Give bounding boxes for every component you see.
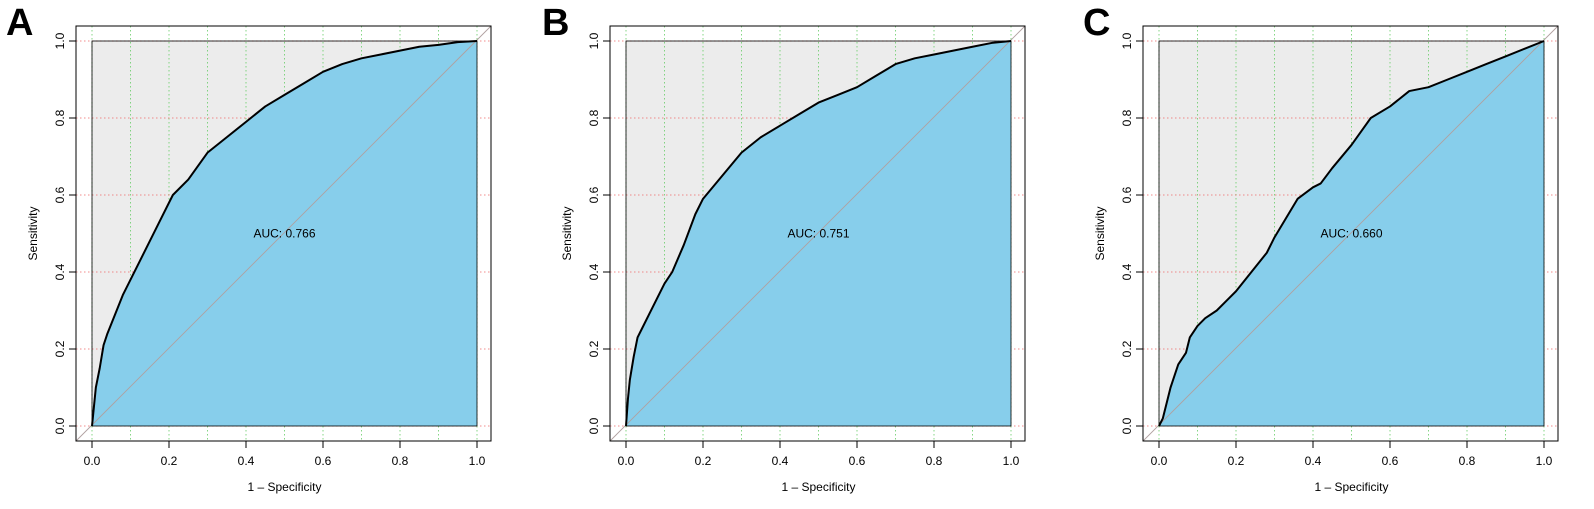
x-tick-label: 1.0 <box>1003 454 1020 468</box>
x-tick-label: 0.8 <box>1459 454 1476 468</box>
panel-c: C 0.0 0.2 0.4 0.6 0.8 1.0 0.0 0.2 0.4 0.6 0.8 1.0 1 … <box>1067 0 1594 509</box>
x-tick-label: 0.4 <box>238 454 255 468</box>
roc-chart-a: 0.0 0.2 0.4 0.6 0.8 1.0 0.0 0.2 0.4 0.6 0.8 1.0 1 – … <box>26 25 492 494</box>
y-tick-label: 0.4 <box>587 263 601 280</box>
auc-label: AUC: 0.660 <box>1320 227 1382 241</box>
y-tick-label: 0.0 <box>53 417 67 434</box>
y-tick-label: 0.6 <box>587 186 601 203</box>
unit-square-outline <box>625 40 1012 427</box>
panel-label-b: B <box>542 2 570 44</box>
x-tick-label: 0.2 <box>1228 454 1245 468</box>
y-tick-label: 0.2 <box>1120 340 1134 357</box>
roc-curve <box>1158 40 1545 427</box>
y-axis-label: Sensitivity <box>1093 206 1107 260</box>
x-tick-label: 0.2 <box>161 454 178 468</box>
diagonal-reference-line <box>609 25 1026 442</box>
x-tick-label: 0.8 <box>392 454 409 468</box>
x-tick-label: 0.2 <box>695 454 712 468</box>
y-tick-label: 1.0 <box>1120 32 1134 49</box>
x-tick-label: 0.8 <box>926 454 943 468</box>
y-tick-label: 0.4 <box>1120 263 1134 280</box>
y-tick-label: 1.0 <box>53 32 67 49</box>
y-tick-label: 1.0 <box>587 32 601 49</box>
y-tick-label: 0.0 <box>1120 417 1134 434</box>
y-axis-label: Sensitivity <box>26 206 40 260</box>
x-tick-label: 1.0 <box>469 454 486 468</box>
y-tick-label: 0.8 <box>53 109 67 126</box>
unit-square-outline <box>1158 40 1545 427</box>
y-tick-label: 0.6 <box>1120 186 1134 203</box>
y-tick-label: 0.8 <box>1120 109 1134 126</box>
diagonal-reference-line <box>1142 25 1559 442</box>
roc-chart-c: 0.0 0.2 0.4 0.6 0.8 1.0 0.0 0.2 0.4 0.6 0.8 1.0 1 – … <box>1093 25 1559 494</box>
panel-label-a: A <box>6 2 34 44</box>
x-axis-label: 1 – Specificity <box>781 480 855 494</box>
y-tick-label: 0.0 <box>587 417 601 434</box>
diagonal-reference-line <box>75 25 492 442</box>
roc-curve <box>91 40 478 427</box>
y-tick-label: 0.8 <box>587 109 601 126</box>
x-tick-label: 1.0 <box>1536 454 1553 468</box>
auc-area <box>92 41 477 426</box>
y-tick-label: 0.4 <box>53 263 67 280</box>
y-tick-label: 0.2 <box>587 340 601 357</box>
x-tick-label: 0.4 <box>1305 454 1322 468</box>
auc-area <box>1159 41 1544 426</box>
x-tick-label: 0.6 <box>849 454 866 468</box>
panel-label-c: C <box>1083 2 1111 44</box>
auc-area <box>626 41 1011 426</box>
x-axis-label: 1 – Specificity <box>1314 480 1388 494</box>
y-axis-label: Sensitivity <box>560 206 574 260</box>
x-tick-label: 0.0 <box>84 454 101 468</box>
x-tick-label: 0.6 <box>1382 454 1399 468</box>
x-tick-label: 0.4 <box>772 454 789 468</box>
x-tick-label: 0.6 <box>315 454 332 468</box>
roc-chart-b: 0.0 0.2 0.4 0.6 0.8 1.0 0.0 0.2 0.4 0.6 0.8 1.0 1 – … <box>560 25 1026 494</box>
x-tick-label: 0.0 <box>1151 454 1168 468</box>
y-tick-label: 0.2 <box>53 340 67 357</box>
panel-b: B 0.0 0.2 0.4 0.6 0.8 1.0 0.0 0.2 0.4 0.6 0.8 1.0 1 … <box>534 0 1065 509</box>
panel-a: A 0.0 0.2 0.4 0.6 0.8 1.0 0.0 0.2 0.4 0.6 0.8 1.0 1 … <box>0 0 531 509</box>
auc-label: AUC: 0.751 <box>787 227 849 241</box>
x-tick-label: 0.0 <box>618 454 635 468</box>
x-axis-label: 1 – Specificity <box>247 480 321 494</box>
roc-curve <box>625 40 1012 427</box>
unit-square-outline <box>91 40 478 427</box>
y-tick-label: 0.6 <box>53 186 67 203</box>
auc-label: AUC: 0.766 <box>253 227 315 241</box>
